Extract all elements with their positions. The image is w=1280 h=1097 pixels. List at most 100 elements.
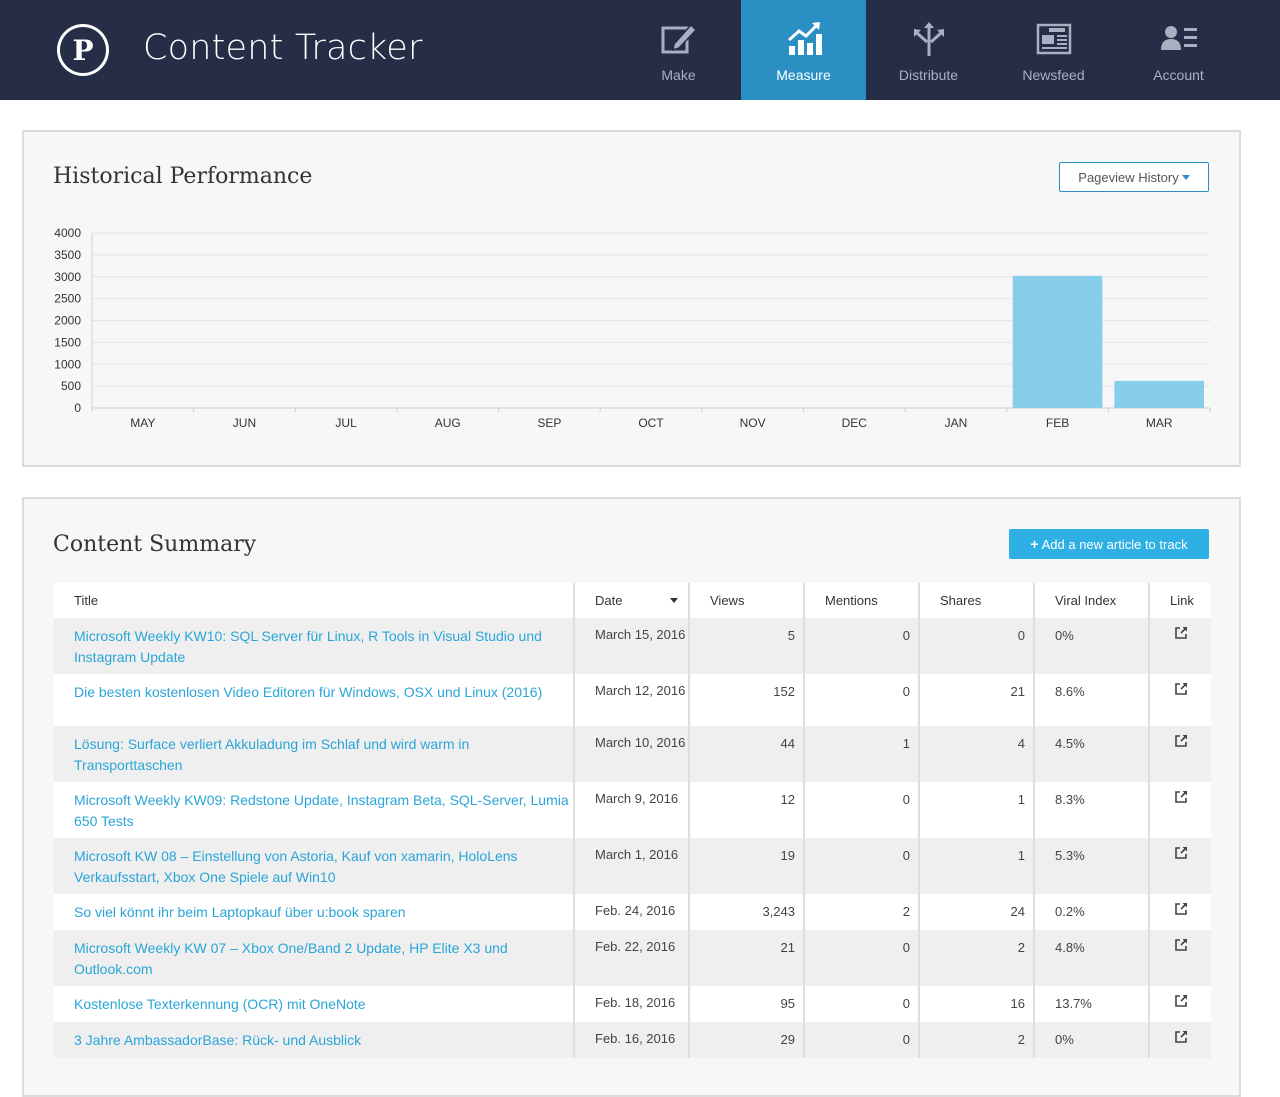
content-table: Title Date Views Mentions Shares Viral I…: [54, 583, 1211, 1058]
row-mentions: 2: [805, 894, 920, 930]
external-link-icon[interactable]: [1174, 846, 1188, 860]
row-viral-index: 4.5%: [1035, 726, 1150, 782]
row-mentions: 0: [805, 986, 920, 1022]
app-title: Content Tracker: [143, 28, 423, 68]
sort-desc-icon: [670, 598, 678, 603]
row-shares: 16: [920, 986, 1035, 1022]
row-views: 95: [690, 986, 805, 1022]
external-link-icon[interactable]: [1174, 902, 1188, 916]
top-navigation-bar: P Content Tracker Make Measure: [0, 0, 1280, 100]
external-link-icon[interactable]: [1174, 790, 1188, 804]
row-views: 21: [690, 930, 805, 986]
nav-measure[interactable]: Measure: [741, 0, 866, 100]
col-shares[interactable]: Shares: [920, 583, 1035, 618]
row-title-cell: Microsoft Weekly KW09: Redstone Update, …: [54, 782, 575, 838]
table-body: Microsoft Weekly KW10: SQL Server für Li…: [54, 618, 1211, 1058]
row-link-cell: [1150, 726, 1211, 782]
app-logo[interactable]: P: [57, 24, 109, 76]
article-title-link[interactable]: Microsoft Weekly KW10: SQL Server für Li…: [74, 628, 542, 665]
external-link-icon[interactable]: [1174, 994, 1188, 1008]
table-row: Lösung: Surface verliert Akkuladung im S…: [54, 726, 1211, 782]
col-date[interactable]: Date: [575, 583, 690, 618]
row-date: Feb. 24, 2016: [575, 894, 690, 930]
chart-bar: [1012, 275, 1103, 408]
nav-account-label: Account: [1153, 67, 1204, 83]
row-link-cell: [1150, 674, 1211, 726]
table-row: Microsoft Weekly KW 07 – Xbox One/Band 2…: [54, 930, 1211, 986]
x-tick-label: AUG: [435, 416, 461, 430]
nav-make[interactable]: Make: [616, 0, 741, 100]
nav-newsfeed[interactable]: Newsfeed: [991, 0, 1116, 100]
row-date: Feb. 16, 2016: [575, 1022, 690, 1058]
row-link-cell: [1150, 618, 1211, 674]
add-article-button[interactable]: + Add a new article to track: [1009, 529, 1209, 559]
chart-up-icon: [787, 22, 822, 55]
col-title[interactable]: Title: [54, 583, 575, 618]
row-date: March 15, 2016: [575, 618, 690, 674]
row-date: Feb. 22, 2016: [575, 930, 690, 986]
external-link-icon[interactable]: [1174, 1030, 1188, 1044]
chart-bar: [1114, 380, 1204, 408]
article-title-link[interactable]: Microsoft Weekly KW09: Redstone Update, …: [74, 792, 569, 829]
nav-distribute[interactable]: Distribute: [866, 0, 991, 100]
article-title-link[interactable]: Lösung: Surface verliert Akkuladung im S…: [74, 736, 470, 773]
row-link-cell: [1150, 838, 1211, 894]
row-shares: 0: [920, 618, 1035, 674]
row-views: 19: [690, 838, 805, 894]
table-row: So viel könnt ihr beim Laptopkauf über u…: [54, 894, 1211, 930]
col-viral-index[interactable]: Viral Index: [1035, 583, 1150, 618]
dropdown-label: Pageview History: [1078, 169, 1179, 185]
table-row: Microsoft KW 08 – Einstellung von Astori…: [54, 838, 1211, 894]
user-card-icon: [1160, 26, 1197, 50]
row-views: 12: [690, 782, 805, 838]
row-date: March 1, 2016: [575, 838, 690, 894]
y-tick-label: 4000: [54, 226, 81, 240]
row-viral-index: 0.2%: [1035, 894, 1150, 930]
pageview-history-dropdown[interactable]: Pageview History: [1059, 162, 1209, 192]
table-row: 3 Jahre AmbassadorBase: Rück- und Ausbli…: [54, 1022, 1211, 1058]
col-viral-label: Viral Index: [1055, 593, 1117, 608]
external-link-icon[interactable]: [1174, 626, 1188, 640]
row-views: 44: [690, 726, 805, 782]
x-tick-label: OCT: [638, 416, 664, 430]
y-tick-label: 0: [74, 401, 81, 415]
y-tick-label: 3000: [54, 270, 81, 284]
historical-performance-title: Historical Performance: [53, 164, 313, 189]
col-mentions[interactable]: Mentions: [805, 583, 920, 618]
row-views: 3,243: [690, 894, 805, 930]
row-views: 152: [690, 674, 805, 726]
external-link-icon[interactable]: [1174, 734, 1188, 748]
article-title-link[interactable]: Microsoft Weekly KW 07 – Xbox One/Band 2…: [74, 940, 508, 977]
col-views[interactable]: Views: [690, 583, 805, 618]
x-tick-label: NOV: [740, 416, 766, 430]
split-arrows-icon: [913, 22, 944, 56]
row-link-cell: [1150, 782, 1211, 838]
article-title-link[interactable]: Kostenlose Texterkennung (OCR) mit OneNo…: [74, 996, 366, 1012]
nav-account[interactable]: Account: [1116, 0, 1241, 100]
pencil-icon: [661, 23, 697, 54]
article-title-link[interactable]: So viel könnt ihr beim Laptopkauf über u…: [74, 904, 406, 920]
x-tick-label: JUL: [335, 416, 357, 430]
newspaper-icon: [1036, 23, 1071, 55]
article-title-link[interactable]: 3 Jahre AmbassadorBase: Rück- und Ausbli…: [74, 1032, 362, 1048]
row-date: March 12, 2016: [575, 674, 690, 726]
row-link-cell: [1150, 930, 1211, 986]
external-link-icon[interactable]: [1174, 682, 1188, 696]
row-viral-index: 13.7%: [1035, 986, 1150, 1022]
col-title-label: Title: [74, 593, 99, 608]
row-date: March 10, 2016: [575, 726, 690, 782]
row-mentions: 0: [805, 1022, 920, 1058]
row-date: March 9, 2016: [575, 782, 690, 838]
row-mentions: 0: [805, 930, 920, 986]
x-tick-label: JUN: [233, 416, 256, 430]
y-tick-label: 2000: [54, 314, 81, 328]
nav-make-label: Make: [661, 67, 696, 83]
article-title-link[interactable]: Die besten kostenlosen Video Editoren fü…: [74, 684, 543, 700]
col-link: Link: [1150, 583, 1211, 618]
row-title-cell: Microsoft Weekly KW 07 – Xbox One/Band 2…: [54, 930, 575, 986]
row-viral-index: 5.3%: [1035, 838, 1150, 894]
article-title-link[interactable]: Microsoft KW 08 – Einstellung von Astori…: [74, 848, 518, 885]
external-link-icon[interactable]: [1174, 938, 1188, 952]
chevron-down-icon: [1181, 174, 1190, 180]
row-mentions: 0: [805, 674, 920, 726]
